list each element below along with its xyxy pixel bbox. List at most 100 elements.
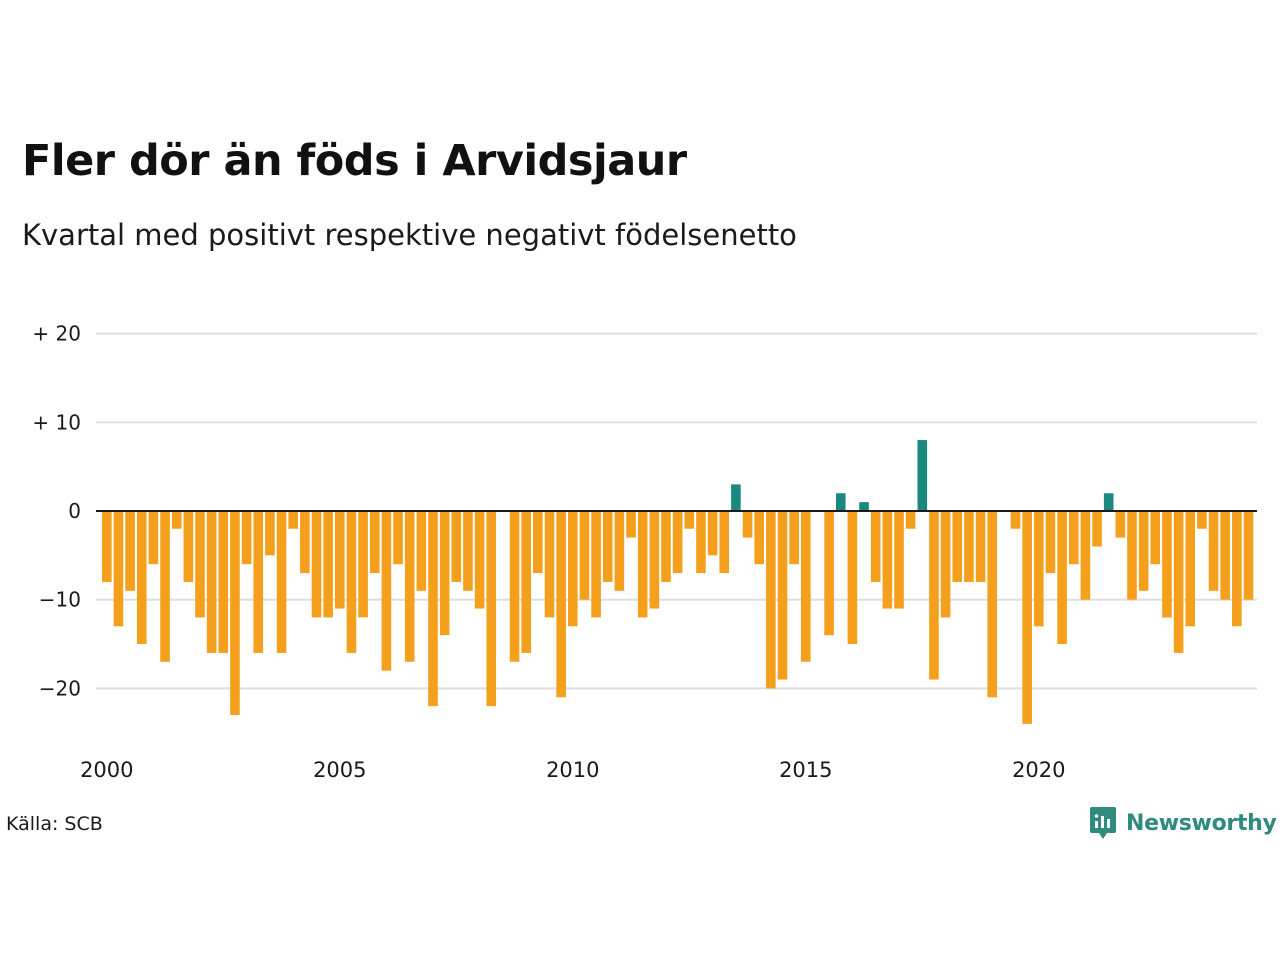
bar (300, 511, 310, 574)
brand-name: Newsworthy (1126, 810, 1277, 836)
bar (160, 511, 170, 662)
bar (568, 511, 578, 627)
bar (905, 511, 916, 529)
bar (602, 511, 613, 582)
bar (684, 511, 695, 529)
chart-subtitle: Kvartal med positivt respektive negativt… (22, 218, 797, 252)
x-tick-label: 2015 (779, 758, 832, 782)
bar (626, 511, 636, 538)
bar (369, 511, 380, 574)
bar (346, 511, 357, 653)
bar (742, 511, 753, 538)
chart-title: Fler dör än föds i Arvidsjaur (22, 136, 687, 186)
bar (521, 511, 531, 653)
x-axis-ticks: 2000 2005 2010 2015 2020 (80, 758, 1065, 782)
bar (719, 511, 730, 574)
y-tick-label: 0 (68, 499, 81, 523)
bar (591, 511, 601, 618)
bar (696, 511, 706, 574)
bar (253, 511, 264, 653)
bar (230, 511, 240, 716)
bar (206, 511, 217, 653)
bar (241, 511, 252, 565)
bar (637, 511, 648, 618)
bar (766, 511, 776, 689)
bar (428, 511, 438, 707)
bar (1115, 511, 1126, 538)
bar (870, 511, 881, 582)
bar (882, 511, 893, 609)
y-tick-label: −20 (39, 676, 81, 700)
bar (789, 511, 799, 565)
bar (1150, 511, 1161, 565)
bar (1045, 511, 1056, 574)
bar (556, 511, 566, 698)
bar (311, 511, 322, 618)
x-tick-label: 2010 (546, 758, 599, 782)
bar (171, 511, 182, 529)
bar (323, 511, 333, 618)
bar (1173, 511, 1184, 653)
bar (824, 511, 834, 636)
bar (102, 511, 112, 582)
bar (1010, 511, 1021, 529)
bar (731, 484, 741, 511)
bar (544, 511, 555, 618)
bar (987, 511, 997, 698)
bar (439, 511, 450, 636)
bar (533, 511, 543, 574)
bar (404, 511, 415, 662)
bar (1232, 511, 1242, 627)
bar (288, 511, 298, 529)
bar (183, 511, 194, 582)
bar (265, 511, 275, 556)
bar (1068, 511, 1079, 565)
bar (1092, 511, 1102, 547)
bar (1034, 511, 1044, 627)
bar (276, 511, 287, 653)
bar (381, 511, 392, 671)
bar (335, 511, 345, 609)
y-tick-label: + 20 (32, 322, 81, 346)
bar (393, 511, 403, 565)
bar (801, 511, 811, 662)
bar (1022, 511, 1032, 724)
bar (463, 511, 473, 591)
bar (859, 502, 869, 511)
y-tick-label: + 10 (32, 410, 81, 434)
bar (835, 493, 846, 511)
bar (1080, 511, 1091, 600)
x-tick-label: 2020 (1012, 758, 1065, 782)
bars (102, 440, 1254, 724)
bar (964, 511, 974, 582)
bar (113, 511, 124, 627)
bar (894, 511, 904, 609)
bar (1103, 493, 1114, 511)
bar (614, 511, 625, 591)
bar (1185, 511, 1196, 627)
y-axis-ticks: + 20 + 10 0 −10 −20 (32, 322, 81, 701)
bar (125, 511, 135, 591)
bar (754, 511, 764, 565)
bar (929, 511, 939, 680)
bar (649, 511, 660, 609)
bar (1162, 511, 1172, 618)
bar (1208, 511, 1219, 591)
bar (1197, 511, 1207, 529)
bar (917, 440, 928, 511)
bar (416, 511, 427, 591)
bar (509, 511, 520, 662)
bar (451, 511, 462, 582)
bar (940, 511, 951, 618)
bar (148, 511, 159, 565)
bar (707, 511, 718, 556)
bar (579, 511, 590, 600)
brand-logo: Newsworthy (1088, 803, 1277, 843)
bar (474, 511, 485, 609)
bar (195, 511, 205, 618)
bar (975, 511, 986, 582)
x-tick-label: 2000 (80, 758, 133, 782)
y-tick-label: −10 (39, 588, 81, 612)
x-tick-label: 2005 (313, 758, 366, 782)
